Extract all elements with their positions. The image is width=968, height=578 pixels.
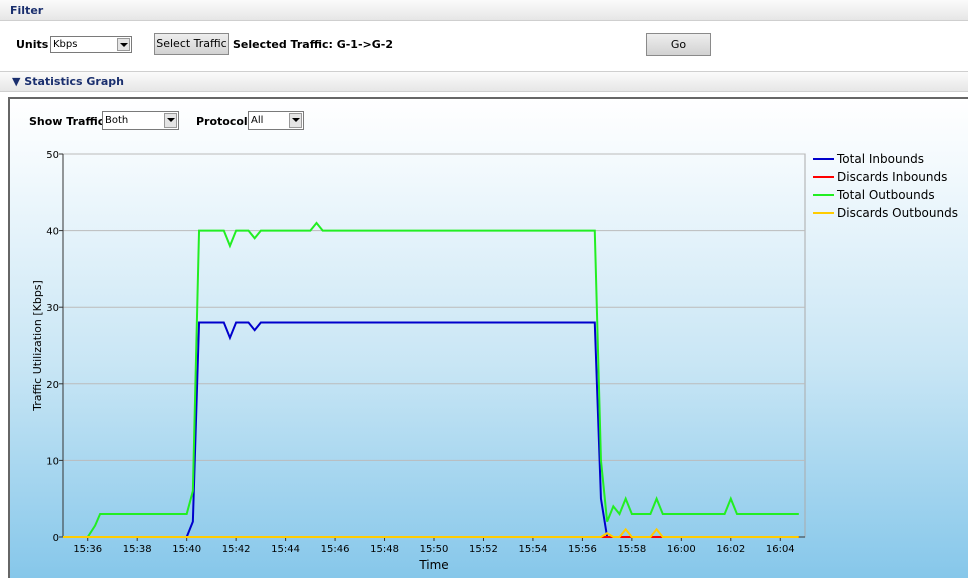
show-traffic-label: Show Traffic [29, 115, 105, 128]
graph-panel [8, 97, 968, 578]
protocol-select[interactable]: All [248, 111, 304, 130]
protocol-value: All [251, 115, 264, 126]
y-tick-label: 20 [46, 380, 59, 391]
x-tick-label: 16:02 [716, 544, 745, 555]
legend-label: Discards Outbounds [837, 206, 958, 220]
protocol-label: Protocol [196, 115, 248, 128]
dropdown-arrow [117, 38, 130, 51]
x-tick-label: 15:38 [123, 544, 152, 555]
select-traffic-button[interactable]: Select Traffic [154, 33, 229, 55]
y-tick-label: 40 [46, 227, 59, 238]
show-traffic-value: Both [105, 115, 129, 126]
statistics-title[interactable]: ▼ Statistics Graph [12, 75, 124, 88]
legend-label: Total Outbounds [836, 188, 935, 202]
dropdown-arrow [164, 113, 177, 128]
show-traffic-select[interactable]: Both [102, 111, 179, 130]
go-button[interactable]: Go [646, 33, 711, 56]
y-tick-label: 50 [46, 150, 59, 161]
filter-title: Filter [10, 4, 44, 17]
x-tick-label: 15:46 [321, 544, 350, 555]
plot-border [62, 153, 806, 538]
units-value: Kbps [53, 39, 78, 50]
x-tick-label: 16:04 [766, 544, 795, 555]
units-label: Units [16, 38, 49, 51]
x-axis-label: Time [418, 558, 448, 572]
x-tick-label: 15:42 [222, 544, 251, 555]
selected-traffic: Selected Traffic: G-1->G-2 [233, 38, 393, 51]
x-tick-label: 15:56 [568, 544, 597, 555]
filter-bar [0, 0, 968, 21]
y-tick-label: 30 [46, 303, 59, 314]
legend-label: Discards Inbounds [837, 170, 947, 184]
series-line [63, 321, 799, 538]
x-tick-label: 15:44 [271, 544, 300, 555]
x-tick-label: 15:50 [420, 544, 449, 555]
y-tick-label: 0 [53, 533, 59, 544]
x-tick-label: 15:40 [172, 544, 201, 555]
x-tick-label: 15:48 [370, 544, 399, 555]
y-tick-label: 10 [46, 456, 59, 467]
x-tick-label: 16:00 [667, 544, 696, 555]
legend-label: Total Inbounds [836, 152, 924, 166]
statistics-title-text: Statistics Graph [24, 75, 124, 88]
series-line [63, 221, 799, 538]
x-tick-label: 15:58 [617, 544, 646, 555]
x-tick-label: 15:52 [469, 544, 498, 555]
dropdown-arrow [289, 113, 302, 128]
statistics-bar [0, 71, 968, 92]
units-select[interactable]: Kbps [50, 36, 132, 53]
x-tick-label: 15:54 [519, 544, 548, 555]
y-axis-label: Traffic Utilization [Kbps] [31, 280, 44, 412]
series-line [63, 527, 799, 538]
x-tick-label: 15:36 [73, 544, 102, 555]
